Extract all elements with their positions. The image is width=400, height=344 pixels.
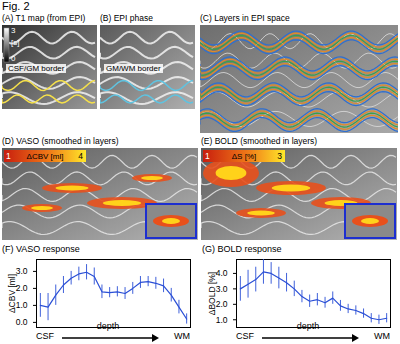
svg-text:ΔCBV [ml]: ΔCBV [ml] [7,274,17,313]
svg-text:2.0: 2.0 [216,299,228,309]
svg-text:1.0: 1.0 [16,300,28,310]
html-text:CSF: CSF [36,331,54,341]
svg-text:3.0: 3.0 [16,266,28,276]
svg-text:4.0: 4.0 [216,268,228,278]
svg-text:4: 4 [78,151,83,161]
svg-text:ΔS [%]: ΔS [%] [232,152,256,161]
svg-text:3.0: 3.0 [216,284,228,294]
svg-text:1: 1 [6,151,11,161]
html-text:depth: depth [296,321,320,331]
svg-text:ΔCBV [ml]: ΔCBV [ml] [27,152,64,161]
html-text:(B) EPI phase: (B) EPI phase [100,13,153,23]
html-text:CSF/GM border: CSF/GM border [8,63,65,73]
html-text:(D) VASO (smoothed in layers): (D) VASO (smoothed in layers) [2,136,119,146]
svg-text:2.0: 2.0 [16,283,28,293]
html-text:CSF: CSF [236,331,254,341]
html-text:(E) BOLD (smoothed in layers): (E) BOLD (smoothed in layers) [201,136,318,146]
html-text:GM/WM border: GM/WM border [106,63,161,73]
html-text:Fig. 2: Fig. 2 [2,0,30,12]
svg-text:3: 3 [11,26,16,35]
svg-text:[s]: [s] [11,38,19,47]
html-text:WM: WM [174,331,190,341]
html-text:(F) VASO response: (F) VASO response [2,244,80,254]
svg-text:0: 0 [11,54,16,63]
svg-text:0.0: 0.0 [16,317,28,327]
html-text:(A) T1 map (from EPI): (A) T1 map (from EPI) [2,13,86,23]
html-text:WM: WM [374,331,390,341]
html-text:depth: depth [96,321,120,331]
svg-text:3: 3 [277,151,282,161]
svg-text:ΔBOLD [%]: ΔBOLD [%] [207,272,217,315]
svg-text:1.0: 1.0 [216,314,228,324]
html-text:(C) Layers in EPI space: (C) Layers in EPI space [200,13,290,23]
html-text:(G) BOLD response: (G) BOLD response [202,244,282,254]
svg-text:1: 1 [205,151,210,161]
